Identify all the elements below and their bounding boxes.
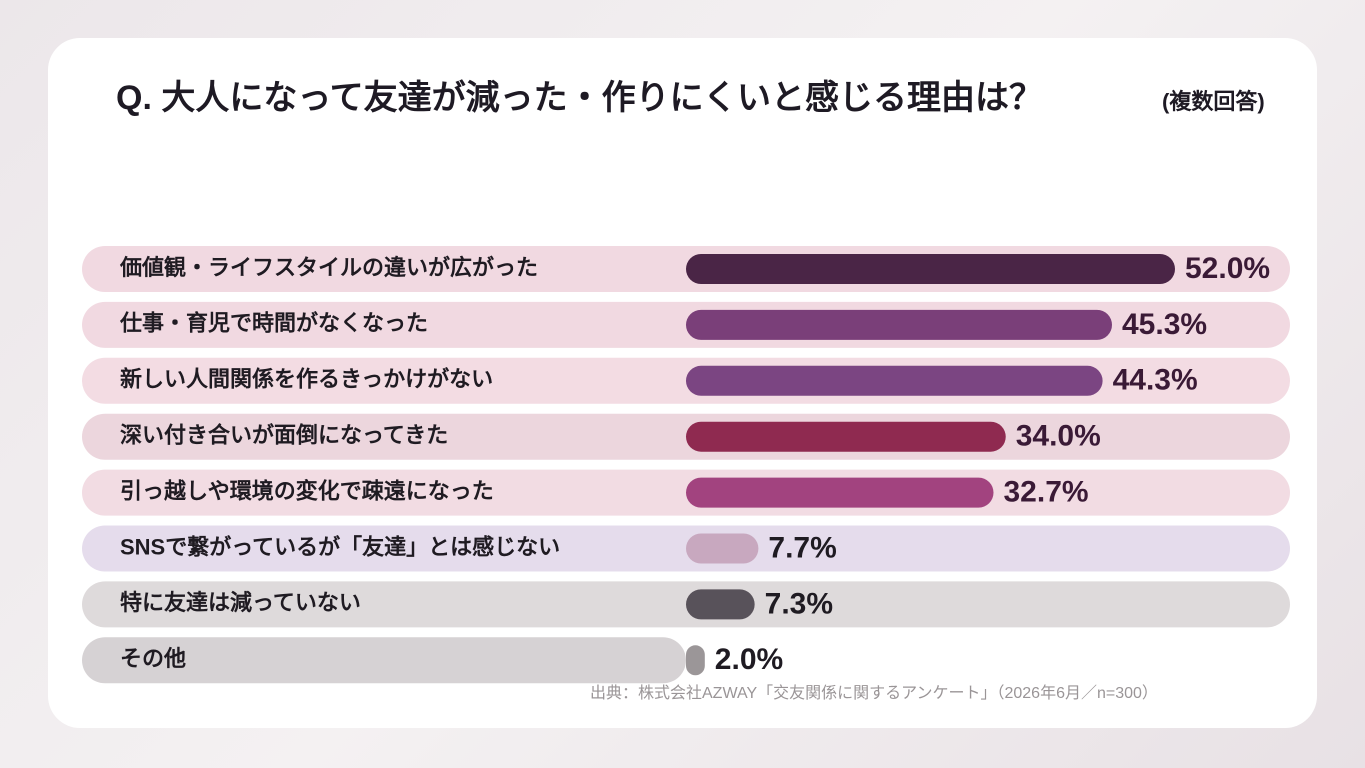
category-label: 新しい人間関係を作るきっかけがない xyxy=(120,367,493,392)
bar xyxy=(686,645,705,676)
category-label: 深い付き合いが面倒になってきた xyxy=(120,423,448,448)
category-label: 特に友達は減っていない xyxy=(120,590,361,615)
bar xyxy=(686,365,1103,396)
bar xyxy=(686,421,1006,452)
value-label: 52.0% xyxy=(1185,252,1270,285)
value-label: 32.7% xyxy=(1004,476,1089,509)
value-label: 7.3% xyxy=(765,587,833,620)
category-label: その他 xyxy=(120,646,186,671)
value-label: 44.3% xyxy=(1113,364,1198,397)
bar xyxy=(686,533,759,564)
row-background xyxy=(82,637,686,684)
chart-subtitle: (複数回答) xyxy=(1162,89,1265,114)
source: 出典：株式会社AZWAY「交友関係に関するアンケート」（2026年6月／n=30… xyxy=(590,684,1158,702)
value-label: 7.7% xyxy=(768,531,836,564)
value-label: 2.0% xyxy=(715,643,783,676)
bar xyxy=(686,589,755,620)
bar xyxy=(686,254,1175,284)
category-label: 仕事・育児で時間がなくなった xyxy=(119,311,428,336)
category-label: SNSで繋がっているが「友達」とは感じない xyxy=(120,534,560,559)
category-label: 引っ越しや環境の変化で疎遠になった xyxy=(120,478,494,503)
bar xyxy=(686,309,1112,340)
bar xyxy=(686,477,994,508)
chart-title: Q. 大人になって友達が減った・作りにくいと感じる理由は？ xyxy=(116,79,1043,117)
category-label: 価値観・ライフスタイルの違いが広がった xyxy=(119,255,538,280)
value-label: 34.0% xyxy=(1016,420,1101,453)
value-label: 45.3% xyxy=(1122,308,1207,341)
